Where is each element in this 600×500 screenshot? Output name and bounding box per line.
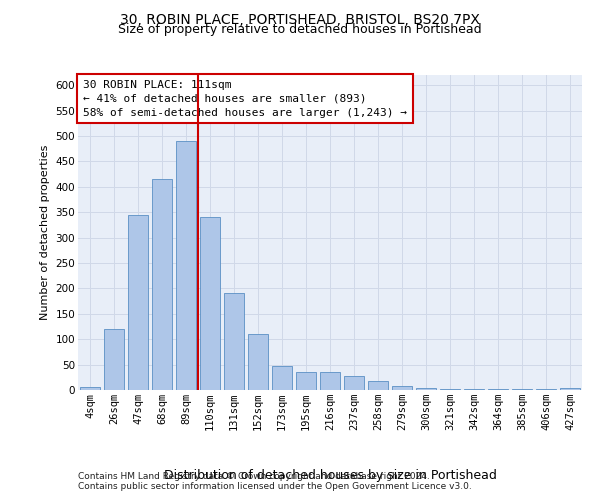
Bar <box>248 334 268 390</box>
Bar <box>344 376 364 390</box>
Bar <box>152 179 172 390</box>
Bar <box>392 386 412 390</box>
Bar <box>368 382 388 390</box>
Bar <box>560 388 580 390</box>
Bar <box>416 388 436 390</box>
Text: 30 ROBIN PLACE: 111sqm
← 41% of detached houses are smaller (893)
58% of semi-de: 30 ROBIN PLACE: 111sqm ← 41% of detached… <box>83 80 407 118</box>
Bar <box>296 372 316 390</box>
Bar <box>80 388 100 390</box>
Bar <box>128 214 148 390</box>
Bar <box>176 141 196 390</box>
Y-axis label: Number of detached properties: Number of detached properties <box>40 145 50 320</box>
Text: Size of property relative to detached houses in Portishead: Size of property relative to detached ho… <box>118 22 482 36</box>
Bar <box>440 389 460 390</box>
Text: Contains HM Land Registry data © Crown copyright and database right 2024.: Contains HM Land Registry data © Crown c… <box>78 472 430 481</box>
Bar <box>320 372 340 390</box>
Bar <box>272 366 292 390</box>
Bar <box>200 218 220 390</box>
Bar <box>224 294 244 390</box>
Bar <box>104 329 124 390</box>
Text: Contains public sector information licensed under the Open Government Licence v3: Contains public sector information licen… <box>78 482 472 491</box>
X-axis label: Distribution of detached houses by size in Portishead: Distribution of detached houses by size … <box>164 469 496 482</box>
Text: 30, ROBIN PLACE, PORTISHEAD, BRISTOL, BS20 7PX: 30, ROBIN PLACE, PORTISHEAD, BRISTOL, BS… <box>120 12 480 26</box>
